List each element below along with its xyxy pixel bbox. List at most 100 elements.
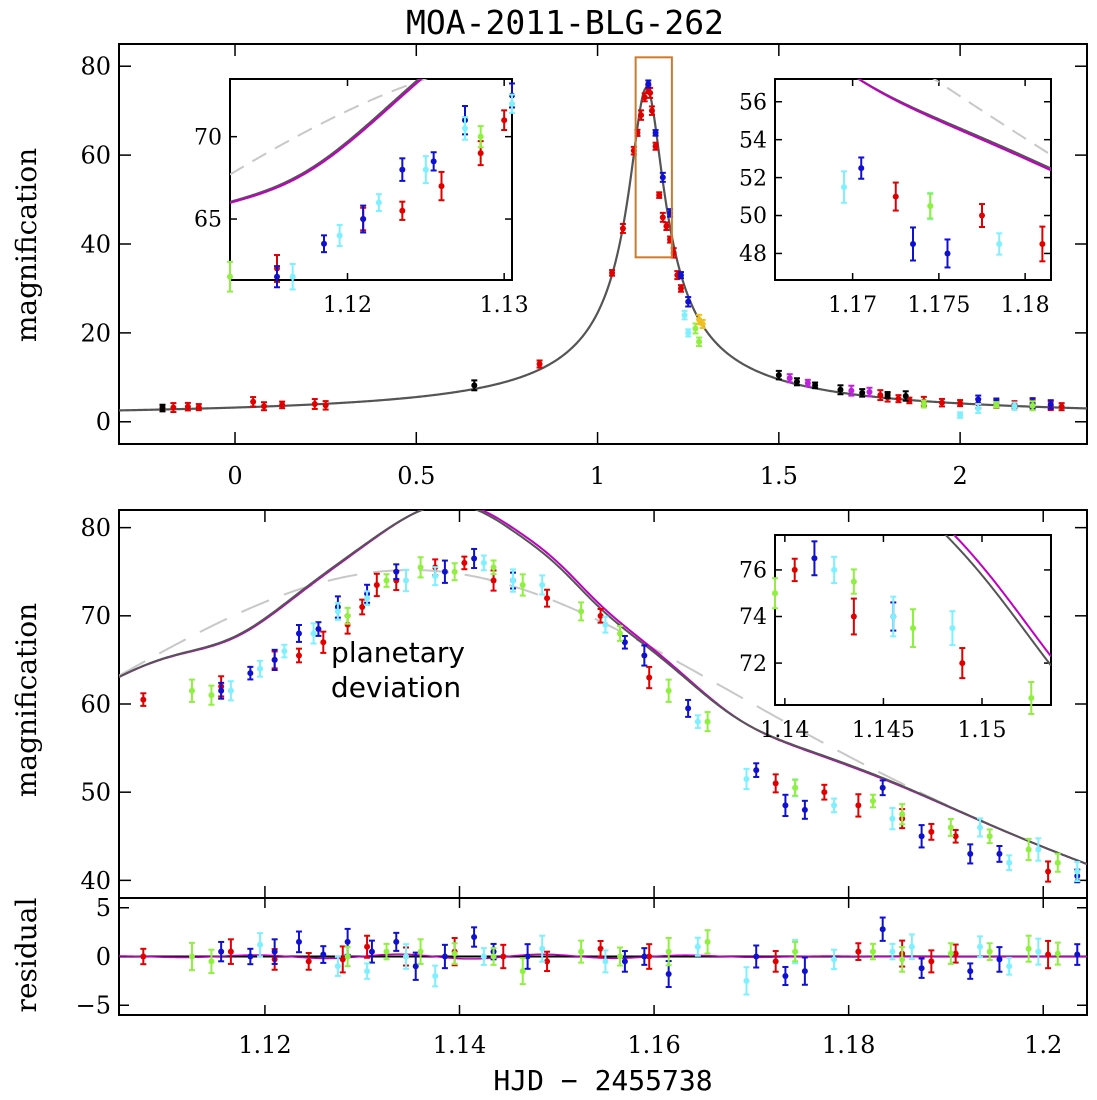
data-point (578, 608, 585, 615)
data-point (831, 956, 838, 963)
zoom-inset-xtick-label: 1.145 (852, 718, 915, 743)
data-point (501, 117, 508, 124)
data-point (480, 953, 487, 960)
data-point (947, 824, 954, 831)
data-point (490, 564, 497, 571)
data-point (659, 214, 666, 221)
main-xtick-label: 1.5 (760, 462, 798, 490)
data-point (375, 199, 382, 206)
planet-model-alt-curve (856, 79, 1051, 172)
data-point (430, 158, 437, 165)
data-point (850, 613, 857, 620)
data-point (208, 692, 215, 699)
data-point (899, 956, 906, 963)
data-point (295, 652, 302, 659)
data-point (645, 81, 652, 87)
data-point (412, 963, 419, 970)
data-point (1006, 963, 1013, 970)
data-point (855, 802, 862, 809)
data-point (399, 207, 406, 214)
data-point (1039, 240, 1046, 247)
data-point (1045, 868, 1052, 875)
data-point (681, 312, 688, 319)
data-point (892, 193, 899, 200)
data-point (641, 94, 648, 101)
data-point (208, 958, 215, 965)
main-xtick-label: 1 (590, 462, 605, 490)
data-point (786, 375, 793, 382)
data-point (869, 798, 876, 804)
inset-right-xtick-label: 1.18 (1001, 293, 1050, 318)
data-point (438, 183, 445, 190)
data-point (646, 953, 653, 960)
data-point (597, 945, 604, 952)
zoom-inset-axes: 1.14 1.145 1.15 72 74 76 (739, 534, 1052, 743)
data-point (967, 968, 974, 975)
data-point (884, 392, 891, 399)
data-point (743, 775, 750, 782)
data-point (685, 298, 692, 305)
zoom-inset-frame (774, 534, 1052, 706)
data-point (344, 938, 351, 945)
data-point (539, 581, 546, 588)
main-xtick-label: 0 (227, 462, 242, 490)
data-point (775, 372, 782, 379)
data-point (952, 833, 959, 840)
data-point (1029, 402, 1036, 409)
data-point (539, 945, 546, 952)
main-xtick-label: 0.5 (397, 462, 435, 490)
data-point (772, 958, 779, 965)
data-point (578, 948, 585, 955)
data-point (311, 401, 318, 407)
data-point (451, 950, 458, 957)
zoom-box (634, 56, 673, 259)
data-point (544, 958, 551, 965)
zoom-inset-ytick-label: 76 (739, 559, 767, 584)
residual-ytick-label: 0 (96, 943, 111, 971)
data-point (432, 973, 439, 979)
data-point (184, 403, 191, 410)
data-point (1011, 403, 1018, 410)
data-point (928, 958, 935, 965)
zoom-ytick-label: 50 (80, 779, 111, 807)
data-point (402, 577, 409, 584)
data-point (975, 396, 982, 403)
data-point (895, 395, 902, 402)
data-point (1028, 695, 1035, 702)
main-ytick-label: 20 (80, 319, 111, 347)
annotation-deviation: deviation (331, 671, 461, 704)
zoom-inset-ytick-label: 72 (739, 652, 767, 677)
data-point (889, 815, 896, 822)
data-point (804, 380, 811, 387)
data-point (247, 953, 254, 960)
data-point (859, 389, 866, 396)
data-point (617, 953, 624, 960)
data-point (704, 938, 711, 945)
data-point (544, 595, 551, 602)
data-point (310, 630, 317, 637)
data-point (602, 621, 609, 628)
data-point (1025, 945, 1032, 952)
data-point (432, 573, 439, 580)
data-point (975, 405, 982, 412)
data-point (364, 595, 371, 602)
data-point (996, 956, 1003, 963)
data-point (289, 273, 296, 280)
planet-model-curve (857, 79, 1051, 170)
inset-left-bg (230, 79, 512, 280)
data-point (1074, 951, 1081, 958)
data-point (1025, 846, 1032, 853)
data-point (821, 789, 828, 796)
data-point (247, 670, 254, 677)
data-point (344, 953, 351, 960)
data-point (979, 212, 985, 219)
data-point (910, 625, 916, 632)
zoom-ytick-label: 70 (80, 602, 111, 630)
data-point (399, 166, 406, 173)
data-point (918, 833, 925, 840)
data-point (801, 806, 808, 813)
data-point (641, 652, 648, 659)
data-point (461, 559, 468, 566)
inset-left-frame (229, 78, 513, 281)
data-point (477, 150, 484, 157)
